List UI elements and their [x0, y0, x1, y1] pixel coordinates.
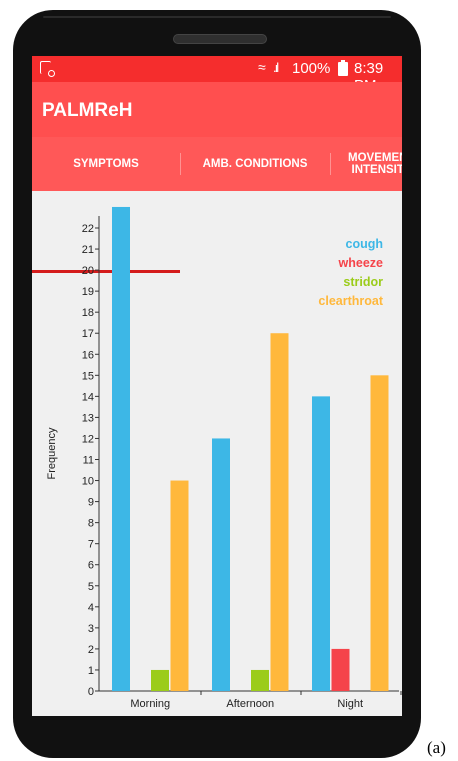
notification-dot-icon — [48, 70, 55, 77]
tab-movement-intensity[interactable]: MOVEMEN INTENSIT — [330, 137, 402, 191]
wifi-icon: ≈ — [258, 59, 266, 75]
y-axis-label: Frequency — [46, 427, 58, 479]
phone-frame: ≈ .ıl 100% 8:39 PM PALMReH SYMPTOMS AMB.… — [13, 10, 421, 758]
y-tick-label: 19 — [82, 286, 94, 298]
legend-entry: clearthroat — [318, 294, 383, 308]
tab-selected-indicator — [32, 270, 180, 273]
y-tick-label: 1 — [88, 665, 94, 677]
figure-caption: (a) — [427, 738, 446, 757]
y-tick-label: 16 — [82, 349, 94, 361]
bar-chart: 012345678910111213141516171819202122Freq… — [46, 206, 402, 710]
y-tick-label: 6 — [88, 560, 94, 572]
x-tick-label: Morning — [130, 698, 170, 710]
y-tick-label: 21 — [82, 244, 94, 256]
y-tick-label: 7 — [88, 539, 94, 551]
bar-clearthroat-night — [370, 375, 389, 691]
tab-divider — [330, 153, 331, 175]
notification-icon — [40, 61, 51, 74]
y-tick-label: 0 — [88, 686, 94, 698]
tab-amb-conditions[interactable]: AMB. CONDITIONS — [180, 137, 330, 191]
tab-symptoms[interactable]: SYMPTOMS — [32, 137, 180, 191]
y-tick-label: 12 — [82, 433, 94, 445]
legend-entry: wheeze — [338, 256, 384, 270]
tab-label: SYMPTOMS — [73, 158, 139, 170]
phone-screen: ≈ .ıl 100% 8:39 PM PALMReH SYMPTOMS AMB.… — [32, 56, 402, 716]
app-title: PALMReH — [42, 100, 133, 121]
tab-divider — [180, 153, 181, 175]
battery-icon — [338, 60, 348, 76]
y-tick-label: 5 — [88, 581, 94, 593]
y-tick-label: 18 — [82, 307, 94, 319]
bar-clearthroat-afternoon — [270, 333, 289, 691]
tab-label: MOVEMEN INTENSIT — [348, 152, 402, 176]
y-tick-label: 14 — [82, 391, 94, 403]
y-tick-label: 9 — [88, 497, 94, 509]
signal-icon: .ıl — [273, 60, 279, 75]
bar-stridor-morning — [151, 669, 169, 691]
bar-cough-afternoon — [212, 438, 230, 691]
bar-wheeze-night — [331, 648, 350, 691]
speaker-grille — [173, 34, 267, 44]
y-tick-label: 17 — [82, 328, 94, 340]
battery-percent: 100% — [292, 60, 331, 77]
bar-clearthroat-morning — [170, 480, 189, 691]
y-tick-label: 22 — [82, 223, 94, 235]
y-tick-label: 3 — [88, 623, 94, 635]
y-tick-label: 13 — [82, 412, 94, 424]
tab-bar: SYMPTOMS AMB. CONDITIONS MOVEMEN INTENSIT — [32, 137, 402, 273]
y-tick-label: 10 — [82, 476, 94, 488]
bar-cough-night — [312, 396, 330, 691]
y-tick-label: 15 — [82, 370, 94, 382]
y-tick-label: 4 — [88, 602, 94, 614]
y-tick-label: 8 — [88, 518, 94, 530]
app-bar: PALMReH — [32, 82, 402, 137]
y-tick-label: 2 — [88, 644, 94, 656]
y-tick-label: 20 — [82, 265, 94, 277]
x-tick-label: Night — [337, 698, 363, 710]
bar-cough-morning — [112, 206, 130, 692]
legend-entry: cough — [346, 237, 384, 251]
legend-entry: stridor — [343, 275, 383, 289]
x-tick-label: Afternoon — [226, 698, 274, 710]
y-tick-label: 11 — [83, 455, 94, 467]
phone-bezel-highlight — [43, 16, 391, 18]
tab-label: AMB. CONDITIONS — [202, 158, 308, 170]
bar-stridor-afternoon — [251, 669, 269, 691]
